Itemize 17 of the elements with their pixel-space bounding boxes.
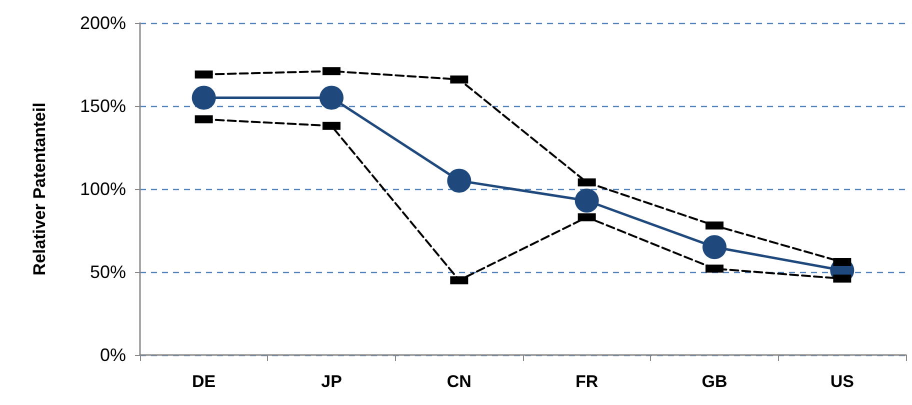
x-tick-label: JP [321, 372, 342, 391]
y-tick-label: 150% [80, 96, 126, 116]
y-tick-label: 0% [100, 345, 126, 365]
x-tick-label: FR [575, 372, 598, 391]
x-tick-label: US [830, 372, 854, 391]
y-tick-label: 50% [90, 262, 126, 282]
y-tick-label: 100% [80, 179, 126, 199]
point [320, 86, 344, 110]
y-tick-label: 200% [80, 13, 126, 33]
point [192, 86, 216, 110]
point [574, 188, 599, 213]
x-tick-label: CN [446, 372, 472, 391]
x-tick-label: GB [702, 372, 728, 391]
x-tick-label: DE [192, 372, 216, 391]
point [447, 168, 472, 193]
point [702, 235, 726, 260]
y-axis-title: Relativer Patentanteil [30, 102, 49, 276]
